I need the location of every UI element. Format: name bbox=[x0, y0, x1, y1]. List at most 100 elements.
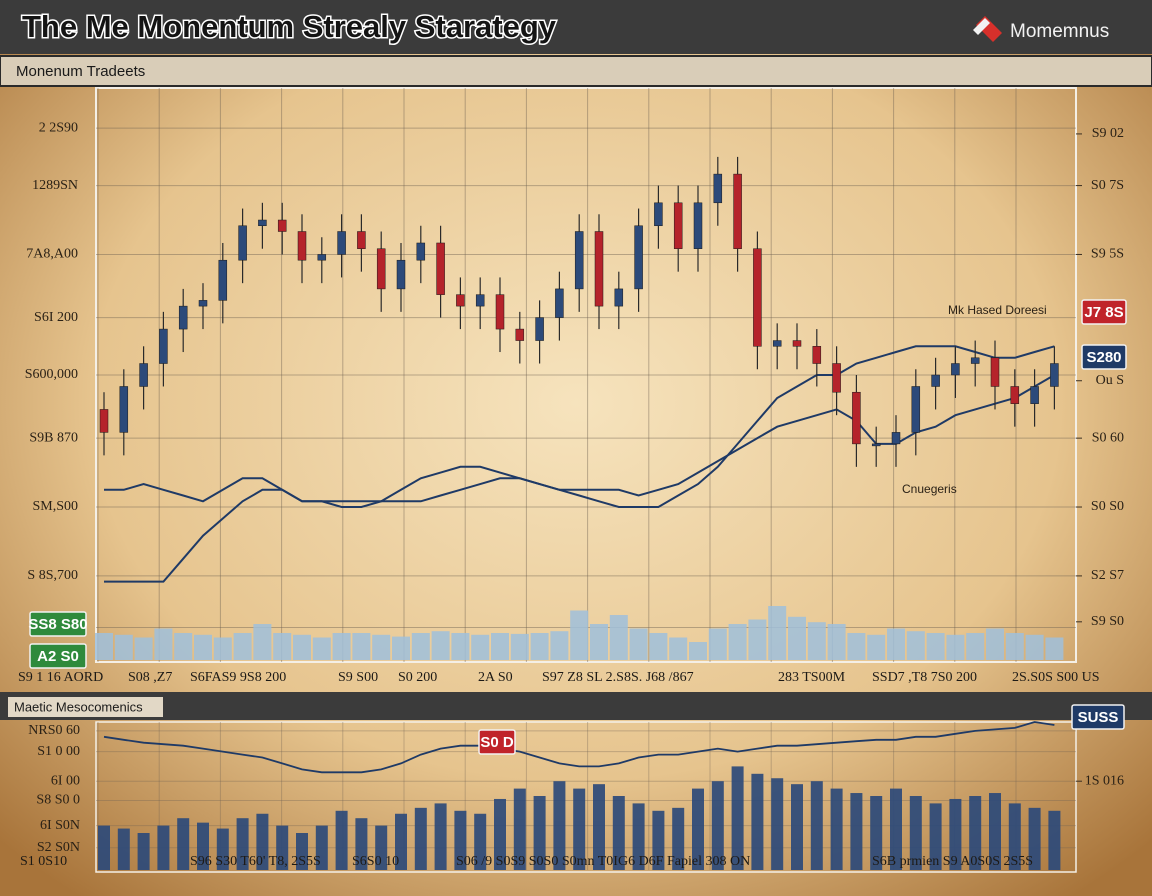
candle-body bbox=[535, 317, 544, 341]
y-tick-label: S600,000 bbox=[25, 367, 78, 382]
candle-body bbox=[891, 432, 901, 445]
volume-bar bbox=[728, 624, 747, 660]
x-axis-label: 2S.S0S S00 US bbox=[1012, 670, 1100, 685]
lower-panel-title: Maetic Mesocomenics bbox=[14, 699, 143, 714]
annotation: Mk Hased Doreesi bbox=[948, 303, 1047, 317]
bar bbox=[632, 803, 645, 870]
y-tick-label: S2 S0N bbox=[37, 840, 80, 855]
candle-body bbox=[277, 219, 287, 232]
volume-bar bbox=[649, 633, 668, 660]
y2-tick-label: 1S 016 bbox=[1085, 773, 1124, 788]
y-tick-label: S8 S0 0 bbox=[36, 793, 80, 808]
bar bbox=[335, 810, 348, 870]
candle-body bbox=[871, 443, 881, 447]
bar bbox=[414, 807, 427, 870]
bar bbox=[870, 796, 883, 870]
x-axis-label: S1 0S10 bbox=[20, 854, 67, 869]
candle-body bbox=[812, 346, 822, 364]
candle-body bbox=[139, 363, 148, 387]
candle-body bbox=[1010, 386, 1020, 404]
price-badge bbox=[29, 611, 87, 637]
y2-tick-label: S9 02 bbox=[1092, 126, 1124, 141]
volume-bar bbox=[926, 633, 945, 660]
x-axis-label: 283 TS00M bbox=[778, 670, 846, 685]
bar bbox=[296, 833, 308, 870]
price-badge-label: SUSS bbox=[1078, 709, 1119, 726]
bar bbox=[375, 825, 388, 870]
y2-tick-label: Ou S bbox=[1096, 373, 1124, 388]
price-badge-label: SS8 S80 bbox=[28, 616, 87, 633]
volume-bar bbox=[1045, 637, 1064, 660]
volume-bar bbox=[174, 633, 193, 660]
volume-bar bbox=[95, 633, 113, 660]
logo-text: Momemnus bbox=[1010, 21, 1109, 42]
bar bbox=[1028, 807, 1041, 870]
candle-body bbox=[911, 386, 921, 433]
bar bbox=[197, 822, 209, 870]
price-badge bbox=[29, 643, 87, 669]
candle-body bbox=[733, 173, 742, 249]
bar bbox=[236, 818, 249, 870]
bar bbox=[1048, 810, 1061, 870]
volume-bar bbox=[807, 622, 826, 660]
volume-bar bbox=[708, 628, 727, 660]
bar bbox=[909, 796, 922, 870]
x-axis-label: S06 /9 S0S9 S0S0 S0mn T0IG6 D6F Fapiel 3… bbox=[456, 854, 750, 869]
bar bbox=[98, 825, 110, 870]
y-tick-label: 1289SN bbox=[32, 178, 78, 193]
candle-body bbox=[852, 391, 861, 445]
volume-bar bbox=[748, 619, 767, 660]
x-axis-label: S9 S00 bbox=[338, 670, 378, 685]
volume-bar bbox=[906, 631, 925, 660]
logo-icon bbox=[973, 16, 1002, 42]
trend-line bbox=[103, 721, 1055, 774]
volume-bar bbox=[411, 633, 430, 660]
x-axis-label: S0 200 bbox=[398, 670, 437, 685]
candle-body bbox=[772, 340, 782, 347]
volume-bar bbox=[293, 634, 311, 660]
x-axis-label: S6B prmien S9 A0S0S 2S5S bbox=[872, 854, 1033, 869]
header-bar bbox=[0, 0, 1152, 54]
bar bbox=[494, 798, 506, 870]
volume-bar bbox=[629, 628, 648, 660]
volume-bar bbox=[312, 637, 331, 660]
price-badge bbox=[1081, 344, 1127, 370]
bar bbox=[117, 828, 130, 870]
candle-body bbox=[495, 294, 505, 330]
volume-bar bbox=[253, 624, 272, 660]
volume-bar bbox=[788, 616, 806, 660]
candle-body bbox=[475, 294, 485, 307]
candle-body bbox=[693, 202, 703, 249]
bar bbox=[454, 810, 467, 870]
bar bbox=[256, 813, 269, 870]
volume-bar bbox=[154, 628, 173, 660]
volume-bar bbox=[431, 631, 450, 660]
bar bbox=[810, 781, 823, 870]
price-badge-label: S0 D bbox=[480, 734, 514, 751]
bar bbox=[533, 796, 546, 870]
bar bbox=[652, 810, 665, 870]
bar bbox=[513, 788, 526, 870]
annotation: Cnuegeris bbox=[902, 482, 957, 496]
y-tick-label: 2 2S90 bbox=[39, 120, 78, 135]
y-tick-label: SM,S00 bbox=[32, 499, 78, 514]
volume-bar bbox=[530, 633, 549, 660]
candle-body bbox=[515, 328, 525, 341]
y-tick-label: 6I S0N bbox=[40, 818, 80, 833]
volume-bar bbox=[134, 637, 153, 660]
price-badge-label: A2 S0 bbox=[37, 648, 79, 665]
bar bbox=[771, 778, 784, 870]
lower-panel-tab bbox=[8, 697, 163, 717]
candle-body bbox=[238, 225, 247, 261]
candle-body bbox=[198, 300, 208, 307]
candle-body bbox=[159, 328, 168, 364]
price-badge bbox=[1081, 299, 1127, 325]
volume-bar bbox=[213, 637, 232, 660]
candle-body bbox=[634, 225, 643, 290]
volume-bar bbox=[609, 615, 628, 660]
x-axis-label: SSD7 ,T8 7S0 200 bbox=[872, 670, 977, 685]
candle-body bbox=[436, 242, 445, 295]
bar bbox=[553, 781, 566, 870]
